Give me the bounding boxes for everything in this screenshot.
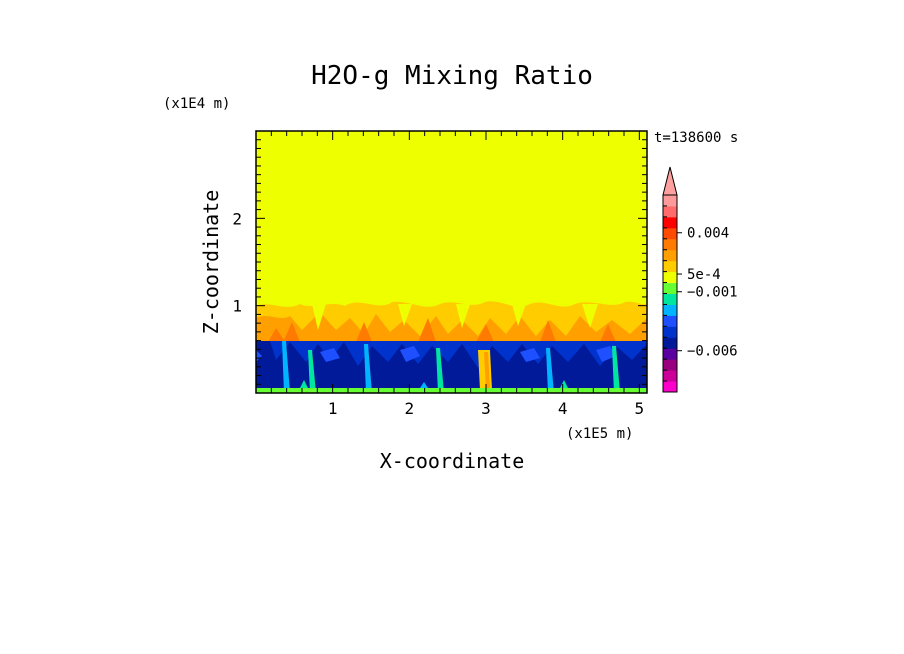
y-unit-label: (x1E4 m) — [163, 96, 230, 112]
y-axis-label: Z-coordinate — [199, 190, 223, 335]
x-tick-label: 2 — [405, 399, 415, 418]
colorbar-swatch — [663, 249, 677, 262]
colorbar-overflow-arrow — [662, 166, 678, 196]
orange-plume-band — [256, 301, 647, 342]
blue-lower-layer — [256, 341, 647, 393]
colorbar-swatch — [663, 348, 677, 360]
x-tick-label: 4 — [558, 399, 568, 418]
colorbar-tick-label: −0.001 — [687, 285, 738, 301]
colorbar-swatch — [663, 315, 677, 327]
x-tick-label: 3 — [481, 399, 491, 418]
x-tick-label: 5 — [635, 399, 645, 418]
x-tick-label: 1 — [328, 399, 338, 418]
chart-title: H2O-g Mixing Ratio — [311, 61, 593, 91]
colorbar-swatch — [663, 326, 677, 338]
colorbar-swatch — [663, 238, 677, 251]
colorbar-swatch — [663, 195, 677, 207]
x-axis-ticks: 1 2 3 4 5 — [270, 131, 645, 418]
colorbar-swatch — [663, 293, 677, 305]
y-axis-ticks: 12 — [232, 139, 647, 385]
colorbar-swatch — [663, 359, 677, 371]
colorbar-swatch — [663, 271, 677, 284]
y-tick-label: 2 — [232, 209, 242, 228]
colorbar — [662, 166, 678, 393]
colorbar-tick-label: 5e-4 — [687, 267, 721, 283]
colorbar-swatch — [663, 337, 677, 349]
colorbar-tick-label: −0.006 — [687, 344, 738, 360]
colorbar-swatch — [663, 370, 677, 382]
heatmap-field — [256, 131, 647, 393]
x-unit-label: (x1E5 m) — [566, 426, 633, 442]
time-label: t=138600 s — [654, 130, 738, 146]
colorbar-tick-label: 0.004 — [687, 226, 729, 242]
colorbar-swatch — [663, 205, 677, 218]
y-tick-label: 1 — [232, 297, 242, 316]
colorbar-swatch — [663, 381, 677, 393]
x-axis-label: X-coordinate — [380, 449, 525, 473]
colorbar-swatch — [663, 282, 677, 294]
colorbar-swatch — [663, 304, 677, 316]
colorbar-swatch — [663, 216, 677, 229]
colorbar-swatch — [663, 260, 677, 273]
colorbar-labels: 0.004 5e-4 −0.001 −0.006 — [677, 226, 738, 360]
colorbar-swatch — [663, 227, 677, 240]
